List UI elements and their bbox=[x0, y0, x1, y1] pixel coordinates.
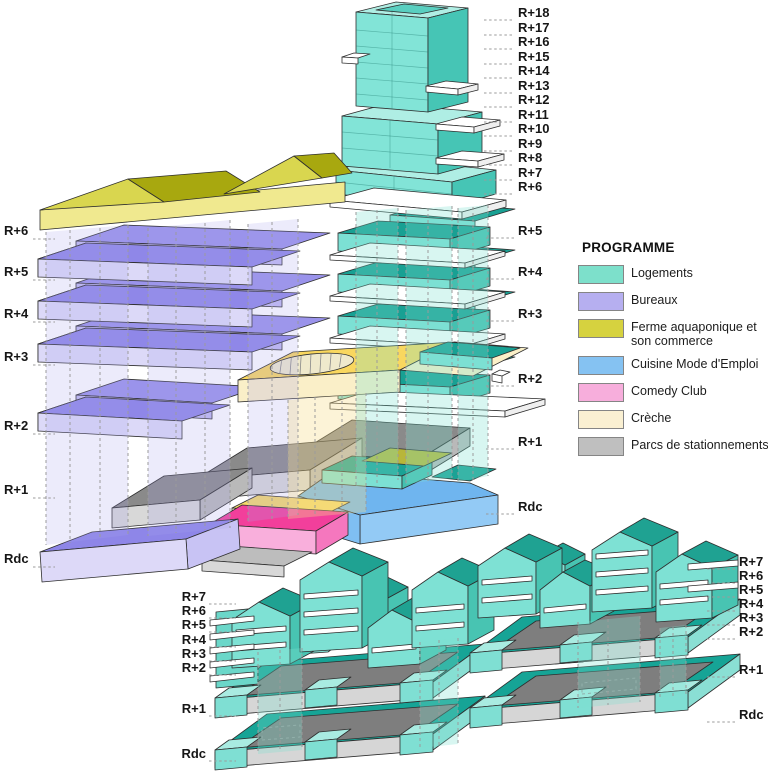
legend-item-cuisine: Cuisine Mode d'Emploi bbox=[578, 356, 764, 375]
floor-label-bottom-right: R+5 bbox=[739, 582, 763, 597]
floor-label-tower: R+16 bbox=[518, 34, 549, 49]
legend-label-logements: Logements bbox=[631, 266, 693, 280]
floor-label-bottom-left: R+6 bbox=[182, 603, 206, 618]
legend-item-comedy: Comedy Club bbox=[578, 383, 764, 402]
floor-label-left: R+5 bbox=[4, 264, 28, 279]
floor-label-tower: R+14 bbox=[518, 63, 550, 78]
floor-label-mid: R+3 bbox=[518, 306, 542, 321]
legend-item-ferme: Ferme aquaponique et son commerce bbox=[578, 319, 764, 348]
legend: PROGRAMME Logements Bureaux Ferme aquapo… bbox=[578, 240, 768, 464]
legend-item-bureaux: Bureaux bbox=[578, 292, 764, 311]
comedy-club bbox=[187, 494, 351, 578]
floor-label-left: Rdc bbox=[4, 551, 29, 566]
floor-label-mid: R+1 bbox=[518, 434, 542, 449]
legend-swatch-ferme bbox=[578, 319, 624, 338]
floor-label-bottom-right: R+7 bbox=[739, 554, 763, 569]
creche-plate bbox=[237, 341, 529, 403]
tower-logements bbox=[335, 1, 505, 207]
floor-label-mid: R+2 bbox=[518, 371, 542, 386]
ghost-volumes-main bbox=[45, 205, 489, 545]
floor-label-tower: R+8 bbox=[518, 150, 542, 165]
creche-oculus bbox=[269, 352, 355, 376]
floor-label-bottom-left: R+2 bbox=[182, 660, 206, 675]
floor-label-mid: Rdc bbox=[518, 499, 543, 514]
floor-label-bottom-left: R+7 bbox=[182, 589, 206, 604]
legend-item-parcs: Parcs de stationnements bbox=[578, 437, 768, 456]
legend-item-creche: Crèche bbox=[578, 410, 764, 429]
floor-label-tower: R+11 bbox=[518, 107, 549, 122]
floor-label-left: R+1 bbox=[4, 482, 28, 497]
legend-label-parcs: Parcs de stationnements bbox=[631, 438, 768, 452]
legend-swatch-parcs bbox=[578, 437, 624, 456]
floor-label-bottom-left: R+3 bbox=[182, 646, 206, 661]
floor-label-tower: R+18 bbox=[518, 5, 549, 20]
legend-title: PROGRAMME bbox=[582, 240, 675, 255]
leader-lines bbox=[33, 19, 736, 762]
floor-label-left: R+4 bbox=[4, 306, 29, 321]
floor-label-tower: R+13 bbox=[518, 78, 549, 93]
plates-bureaux bbox=[37, 224, 331, 440]
floor-label-tower: R+10 bbox=[518, 121, 549, 136]
legend-label-cuisine: Cuisine Mode d'Emploi bbox=[631, 357, 759, 371]
legend-swatch-logements bbox=[578, 265, 624, 284]
floor-label-tower: R+12 bbox=[518, 92, 549, 107]
cluster-right bbox=[469, 517, 741, 729]
legend-swatch-bureaux bbox=[578, 292, 624, 311]
ferme-aquaponique-roof bbox=[39, 152, 353, 231]
floor-label-bottom-right: R+1 bbox=[739, 662, 763, 677]
floor-label-tower: R+17 bbox=[518, 20, 549, 35]
floor-label-bottom-right: Rdc bbox=[739, 707, 764, 722]
floor-label-tower: R+7 bbox=[518, 165, 542, 180]
floor-label-tower: R+15 bbox=[518, 49, 549, 64]
floor-labels: R+18 R+17 R+16 R+15 R+14 R+13 R+12 R+11 … bbox=[4, 5, 764, 761]
floor-label-left: R+2 bbox=[4, 418, 28, 433]
floor-label-tower: R+9 bbox=[518, 136, 542, 151]
floor-label-bottom-left: R+4 bbox=[182, 632, 207, 647]
floor-label-mid: R+4 bbox=[518, 264, 543, 279]
ghost-volumes-clusters bbox=[257, 616, 687, 754]
floor-label-left: R+3 bbox=[4, 349, 28, 364]
floor-label-left: R+6 bbox=[4, 223, 28, 238]
floor-label-mid: R+5 bbox=[518, 223, 542, 238]
legend-swatch-creche bbox=[578, 410, 624, 429]
legend-label-creche: Crèche bbox=[631, 411, 672, 425]
legend-label-comedy: Comedy Club bbox=[631, 384, 707, 398]
bureaux-rdc-plate bbox=[39, 518, 241, 583]
floor-label-bottom-left: Rdc bbox=[181, 746, 206, 761]
legend-label-ferme: Ferme aquaponique et son commerce bbox=[631, 320, 757, 348]
legend-swatch-cuisine bbox=[578, 356, 624, 375]
floor-label-bottom-right: R+2 bbox=[739, 624, 763, 639]
floor-label-tower: R+6 bbox=[518, 179, 542, 194]
legend-item-logements: Logements bbox=[578, 265, 764, 284]
small-white-box bbox=[491, 369, 511, 384]
legend-swatch-comedy bbox=[578, 383, 624, 402]
floor-label-bottom-left: R+1 bbox=[182, 701, 206, 716]
floor-label-bottom-right: R+3 bbox=[739, 610, 763, 625]
floor-label-bottom-right: R+4 bbox=[739, 596, 764, 611]
floor-label-bottom-left: R+5 bbox=[182, 617, 206, 632]
legend-label-bureaux: Bureaux bbox=[631, 293, 678, 307]
floor-label-bottom-right: R+6 bbox=[739, 568, 763, 583]
cluster-left bbox=[209, 547, 495, 771]
